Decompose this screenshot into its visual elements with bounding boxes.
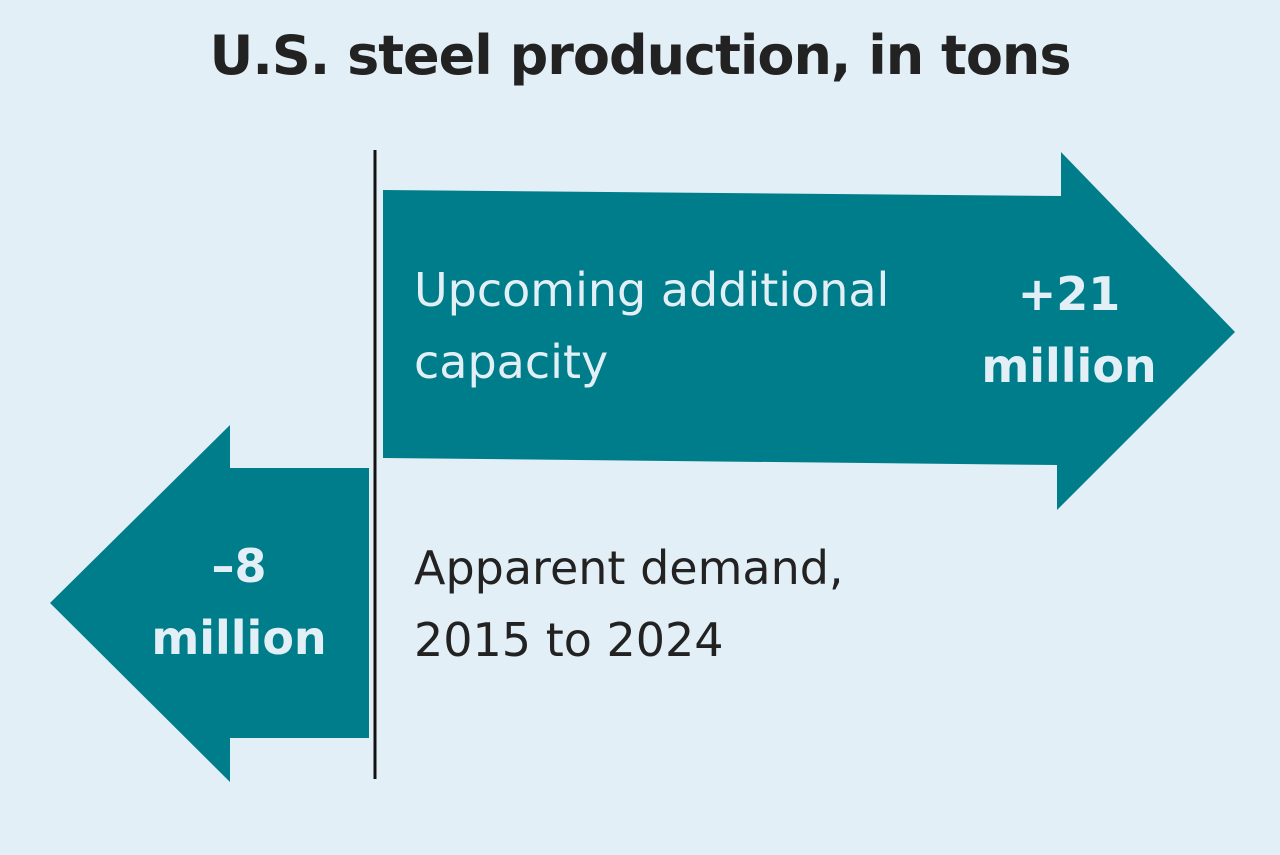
value-label-negative-line-1: –8 [211, 539, 266, 593]
category-label-capacity-line-1: Upcoming additional [414, 263, 889, 317]
value-label-negative: –8 million [151, 539, 326, 665]
value-label-negative-line-2: million [151, 611, 326, 665]
value-label-positive: +21 million [981, 267, 1156, 393]
category-label-capacity: Upcoming additional capacity [414, 263, 889, 389]
category-label-capacity-line-2: capacity [414, 335, 608, 389]
value-label-positive-line-1: +21 [1018, 267, 1121, 321]
bar-negative-arrow [50, 425, 369, 782]
category-label-demand: Apparent demand, 2015 to 2024 [414, 541, 844, 667]
chart-title: U.S. steel production, in tons [209, 24, 1072, 87]
value-label-positive-line-2: million [981, 339, 1156, 393]
category-label-demand-line-2: 2015 to 2024 [414, 613, 724, 667]
bar-positive-arrow [383, 152, 1235, 510]
category-label-demand-line-1: Apparent demand, [414, 541, 844, 595]
